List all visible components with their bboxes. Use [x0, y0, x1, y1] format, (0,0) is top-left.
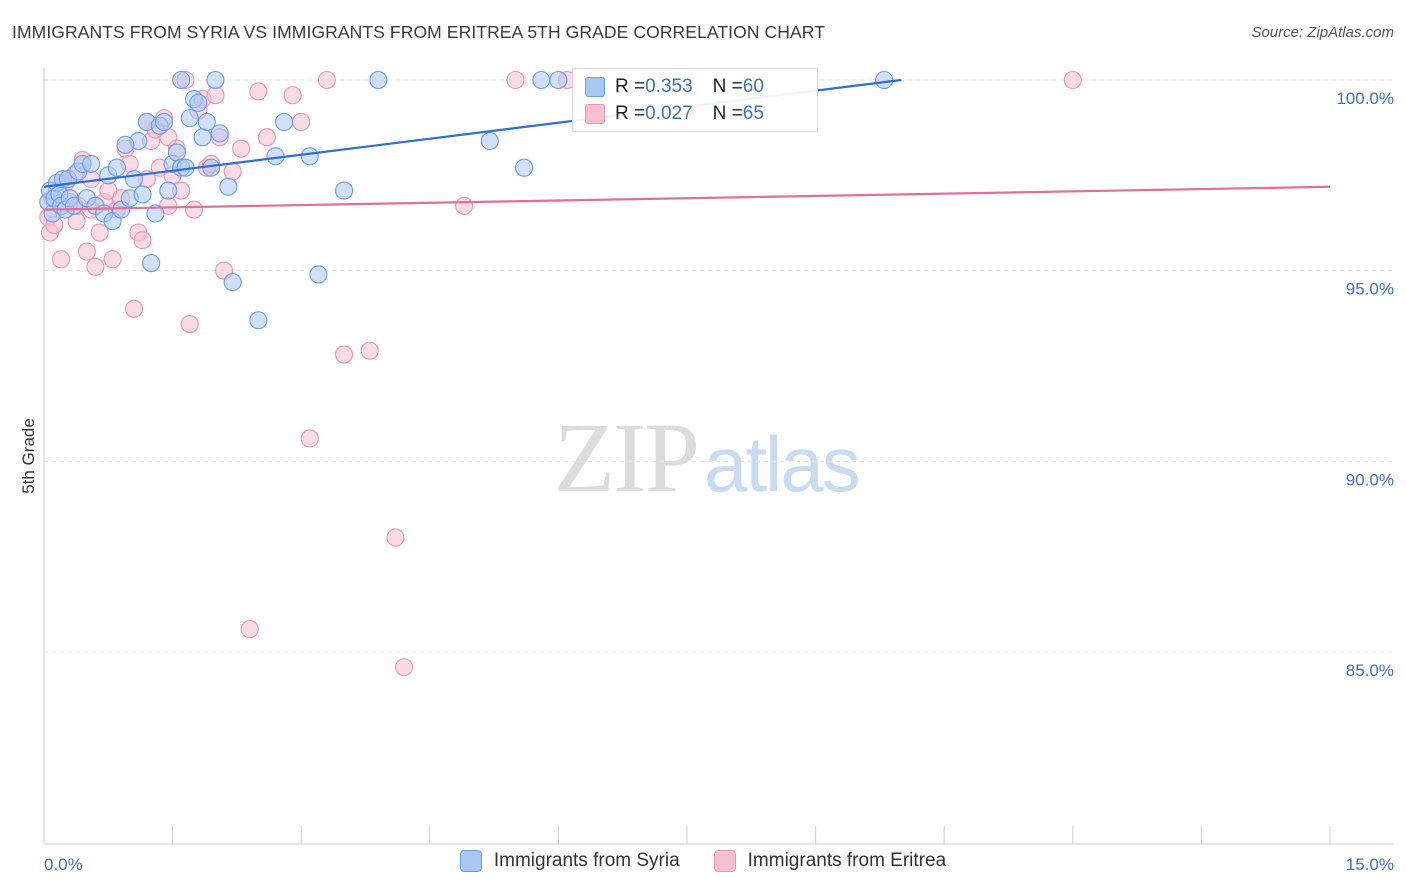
eritrea-point [360, 341, 379, 360]
syria-swatch-icon [585, 77, 605, 97]
eritrea-point [223, 162, 242, 181]
syria-point [875, 70, 894, 90]
eritrea-point [124, 299, 144, 318]
eritrea-point [335, 345, 354, 364]
syria-point [193, 128, 212, 147]
legend-n-value: 60 [742, 76, 764, 97]
eritrea-point [206, 86, 225, 105]
eritrea-point [77, 242, 96, 261]
eritrea-swatch-icon [585, 104, 605, 124]
series-legend-label: Immigrants from Syria [493, 850, 680, 871]
eritrea-point [86, 257, 105, 276]
syria-point [300, 147, 319, 166]
syria-point [480, 131, 499, 151]
legend-r-value: 0.027 [645, 103, 693, 124]
chart-title: IMMIGRANTS FROM SYRIA VS IMMIGRANTS FROM… [12, 22, 825, 42]
eritrea-point [283, 86, 302, 105]
series-legend: Immigrants from Syria Immigrants from Er… [0, 850, 1406, 872]
series-legend-label: Immigrants from Eritrea [747, 850, 947, 871]
syria-point [146, 204, 165, 223]
syria-point [515, 158, 534, 177]
watermark-atlas: atlas [704, 420, 861, 508]
eritrea-point [386, 528, 405, 547]
legend-r-label: R = [615, 76, 646, 97]
chart-source: Source: ZipAtlas.com [1251, 24, 1394, 41]
watermark: ZIPatlas [554, 400, 861, 515]
label-layer: 85.0% 90.0% 95.0% 100.0% 0.0% 15.0% 5th Grade [19, 89, 1394, 874]
syria-point [154, 112, 174, 131]
eritrea-point [257, 128, 276, 147]
eritrea-point [1063, 70, 1082, 90]
eritrea-point [180, 315, 199, 334]
eritrea-point [455, 196, 474, 215]
eritrea-point [103, 250, 122, 269]
eritrea-point [133, 231, 152, 250]
x-tick-label: 15.0% [1346, 855, 1394, 874]
syria-legend-icon [459, 850, 482, 872]
syria-point [172, 70, 191, 90]
eritrea-point [506, 70, 525, 90]
eritrea-point [90, 223, 109, 242]
syria-point [133, 185, 152, 204]
syria-point [197, 112, 216, 131]
syria-point [167, 143, 186, 162]
legend-r-value: 0.353 [645, 76, 693, 97]
syria-point [369, 70, 388, 90]
syria-point [210, 124, 229, 143]
y-tick-label: 100.0% [1336, 89, 1394, 108]
y-tick-label: 90.0% [1346, 470, 1394, 489]
watermark-zip: ZIP [554, 402, 700, 513]
eritrea-point [300, 429, 319, 448]
eritrea-legend-icon [713, 850, 736, 872]
axis-layer [43, 68, 1394, 845]
points-layer [39, 70, 1082, 677]
legend-n-label: N = [712, 76, 743, 97]
legend-n-label: N = [712, 103, 743, 124]
series-legend-eritrea: Immigrants from Eritrea [713, 850, 947, 872]
syria-point [532, 70, 551, 90]
syria-point [249, 311, 268, 330]
syria-point [189, 93, 208, 112]
syria-point [275, 112, 294, 131]
series-legend-syria: Immigrants from Syria [459, 850, 680, 872]
legend-row-eritrea: R = 0.027 N = 65 [585, 102, 764, 126]
eritrea-point [232, 139, 251, 158]
y-tick-label: 85.0% [1346, 661, 1394, 680]
syria-point [159, 181, 178, 200]
eritrea-point [292, 112, 311, 131]
syria-point [335, 181, 354, 200]
syria-point [82, 154, 101, 173]
eritrea-point [249, 82, 268, 101]
stats-legend: R = 0.353 N = 60 R = 0.027 N = 65 [572, 68, 818, 132]
syria-point [124, 170, 144, 189]
y-tick-label: 95.0% [1346, 280, 1394, 299]
x-tick-label: 0.0% [44, 855, 83, 874]
syria-point [549, 70, 568, 90]
syria-point [116, 135, 135, 154]
legend-n-value: 65 [742, 103, 764, 124]
eritrea-trend-line [43, 185, 1331, 211]
syria-point [206, 70, 225, 90]
grid-layer [44, 79, 1394, 653]
syria-point [219, 177, 238, 196]
syria-point [142, 253, 161, 273]
eritrea-point [395, 658, 414, 677]
syria-point [107, 158, 126, 177]
legend-row-syria: R = 0.353 N = 60 [585, 75, 764, 99]
y-axis-title: 5th Grade [19, 418, 38, 494]
syria-point [309, 265, 328, 284]
syria-point [180, 109, 199, 128]
legend-r-label: R = [615, 103, 646, 124]
eritrea-point [52, 250, 71, 269]
eritrea-point [240, 620, 259, 639]
eritrea-point [317, 70, 336, 90]
eritrea-point [184, 200, 204, 219]
syria-point [223, 273, 242, 292]
